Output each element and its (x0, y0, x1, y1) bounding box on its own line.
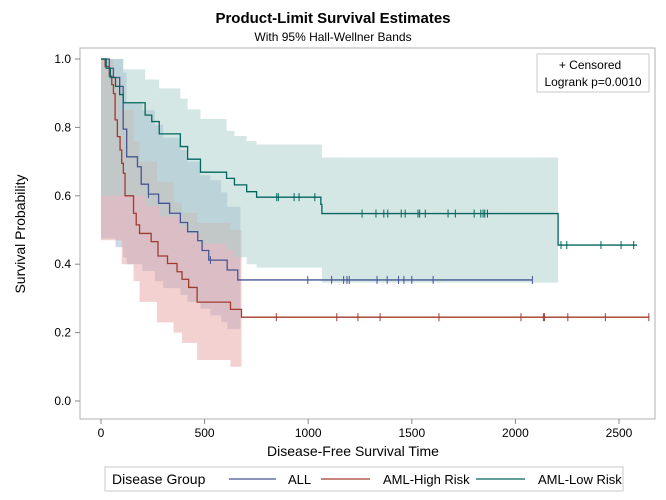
logrank-label: Logrank p=0.0010 (544, 75, 641, 89)
x-axis-label: Disease-Free Survival Time (267, 443, 439, 459)
censored-label: + Censored (559, 58, 621, 72)
x-tick-label: 2500 (606, 426, 633, 440)
x-axis: 0 500 1000 1500 2000 2500 (98, 419, 633, 440)
curve-aml-low-risk (101, 58, 638, 246)
x-tick-label: 0 (98, 426, 105, 440)
x-tick-label: 2000 (502, 426, 529, 440)
y-tick-label: 1.0 (54, 52, 71, 66)
y-tick-label: 0.6 (54, 189, 71, 203)
chart-subtitle: With 95% Hall-Wellner Bands (254, 30, 411, 44)
legend-label-all: ALL (288, 472, 311, 487)
y-axis-label: Survival Probability (12, 174, 28, 293)
x-tick-label: 1000 (295, 426, 322, 440)
y-tick-label: 0.8 (54, 120, 71, 134)
band-aml-low-risk (101, 59, 559, 283)
survival-curves (101, 58, 650, 322)
chart-title: Product-Limit Survival Estimates (215, 10, 450, 27)
y-tick-label: 0.2 (54, 326, 71, 340)
curve-all (101, 58, 533, 281)
legend-label-aml-high-risk: AML-High Risk (383, 472, 470, 487)
y-axis: 0.0 0.2 0.4 0.6 0.8 1.0 (54, 52, 80, 408)
inset-frame (536, 53, 650, 93)
inset-box: + Censored Logrank p=0.0010 (536, 53, 650, 93)
x-tick-label: 1500 (398, 426, 425, 440)
curve-aml-high-risk (101, 58, 649, 318)
plot-frame (79, 47, 656, 420)
legend-title: Disease Group (112, 471, 206, 487)
x-tick-label: 500 (195, 426, 215, 440)
legend-label-aml-low-risk: AML-Low Risk (538, 472, 622, 487)
y-tick-label: 0.4 (54, 257, 71, 271)
legend: Disease Group ALL AML-High Risk AML-Low Ri… (104, 466, 624, 492)
y-tick-label: 0.0 (54, 394, 71, 408)
